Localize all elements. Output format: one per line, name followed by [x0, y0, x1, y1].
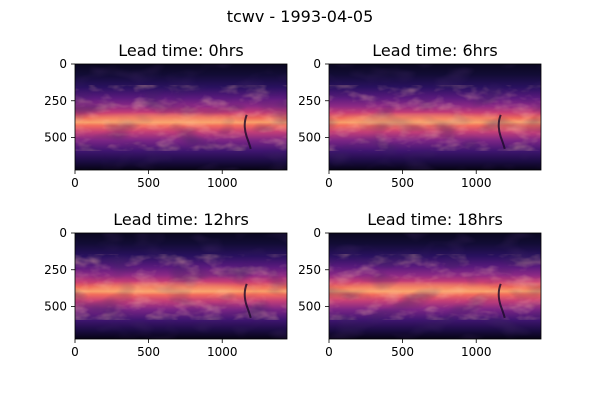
subplot-1: Lead time: 6hrs 0 500 1000 0 250 500: [298, 41, 542, 190]
heatmap-image-1: [329, 64, 541, 170]
heatmap-land-feature: [497, 283, 506, 319]
x-tick-label: 500: [137, 345, 160, 359]
x-tick-label: 1000: [207, 345, 238, 359]
subplot-title: Lead time: 0hrs: [118, 41, 243, 60]
y-tick-label: 500: [298, 300, 321, 314]
y-tick-label: 0: [313, 226, 321, 240]
y-tick-label: 500: [44, 300, 67, 314]
x-tick-label: 500: [137, 176, 160, 190]
x-tick-label: 1000: [461, 345, 492, 359]
y-tick-label: 0: [313, 57, 321, 71]
axes-frame: [74, 63, 288, 171]
y-tick-label: 250: [298, 263, 321, 277]
heatmap-land-feature: [497, 114, 506, 150]
x-tick-label: 0: [325, 176, 333, 190]
heatmap-land-feature: [243, 114, 252, 150]
heatmap-image-2: [75, 233, 287, 339]
subplot-title: Lead time: 18hrs: [367, 210, 503, 229]
heatmap-core: [343, 282, 493, 294]
y-tick-label: 0: [59, 226, 67, 240]
heatmap-image-3: [329, 233, 541, 339]
axes-frame: [74, 232, 288, 340]
x-tick-label: 1000: [461, 176, 492, 190]
heatmap-land-feature: [243, 283, 252, 319]
x-tick-label: 500: [391, 176, 414, 190]
heatmap-core: [89, 113, 239, 125]
x-tick-label: 0: [71, 345, 79, 359]
x-tick-label: 1000: [207, 176, 238, 190]
axes-frame: [328, 63, 542, 171]
figure-suptitle: tcwv - 1993-04-05: [227, 7, 374, 26]
y-tick-label: 500: [44, 131, 67, 145]
x-tick-label: 0: [71, 176, 79, 190]
subplot-title: Lead time: 12hrs: [113, 210, 249, 229]
subplot-0: Lead time: 0hrs 0 500 1000 0 250 500: [44, 41, 288, 190]
axes-frame: [328, 232, 542, 340]
heatmap-core: [89, 282, 239, 294]
heatmap-core: [343, 113, 493, 125]
subplot-2: Lead time: 12hrs 0 500 1000 0 250 500: [44, 210, 288, 359]
y-tick-label: 500: [298, 131, 321, 145]
y-tick-label: 250: [298, 94, 321, 108]
x-tick-label: 0: [325, 345, 333, 359]
y-tick-label: 250: [44, 94, 67, 108]
x-tick-label: 500: [391, 345, 414, 359]
heatmap-image-0: [75, 64, 287, 170]
y-tick-label: 250: [44, 263, 67, 277]
subplot-title: Lead time: 6hrs: [372, 41, 497, 60]
y-tick-label: 0: [59, 57, 67, 71]
subplot-3: Lead time: 18hrs 0 500 1000 0 250 500: [298, 210, 542, 359]
